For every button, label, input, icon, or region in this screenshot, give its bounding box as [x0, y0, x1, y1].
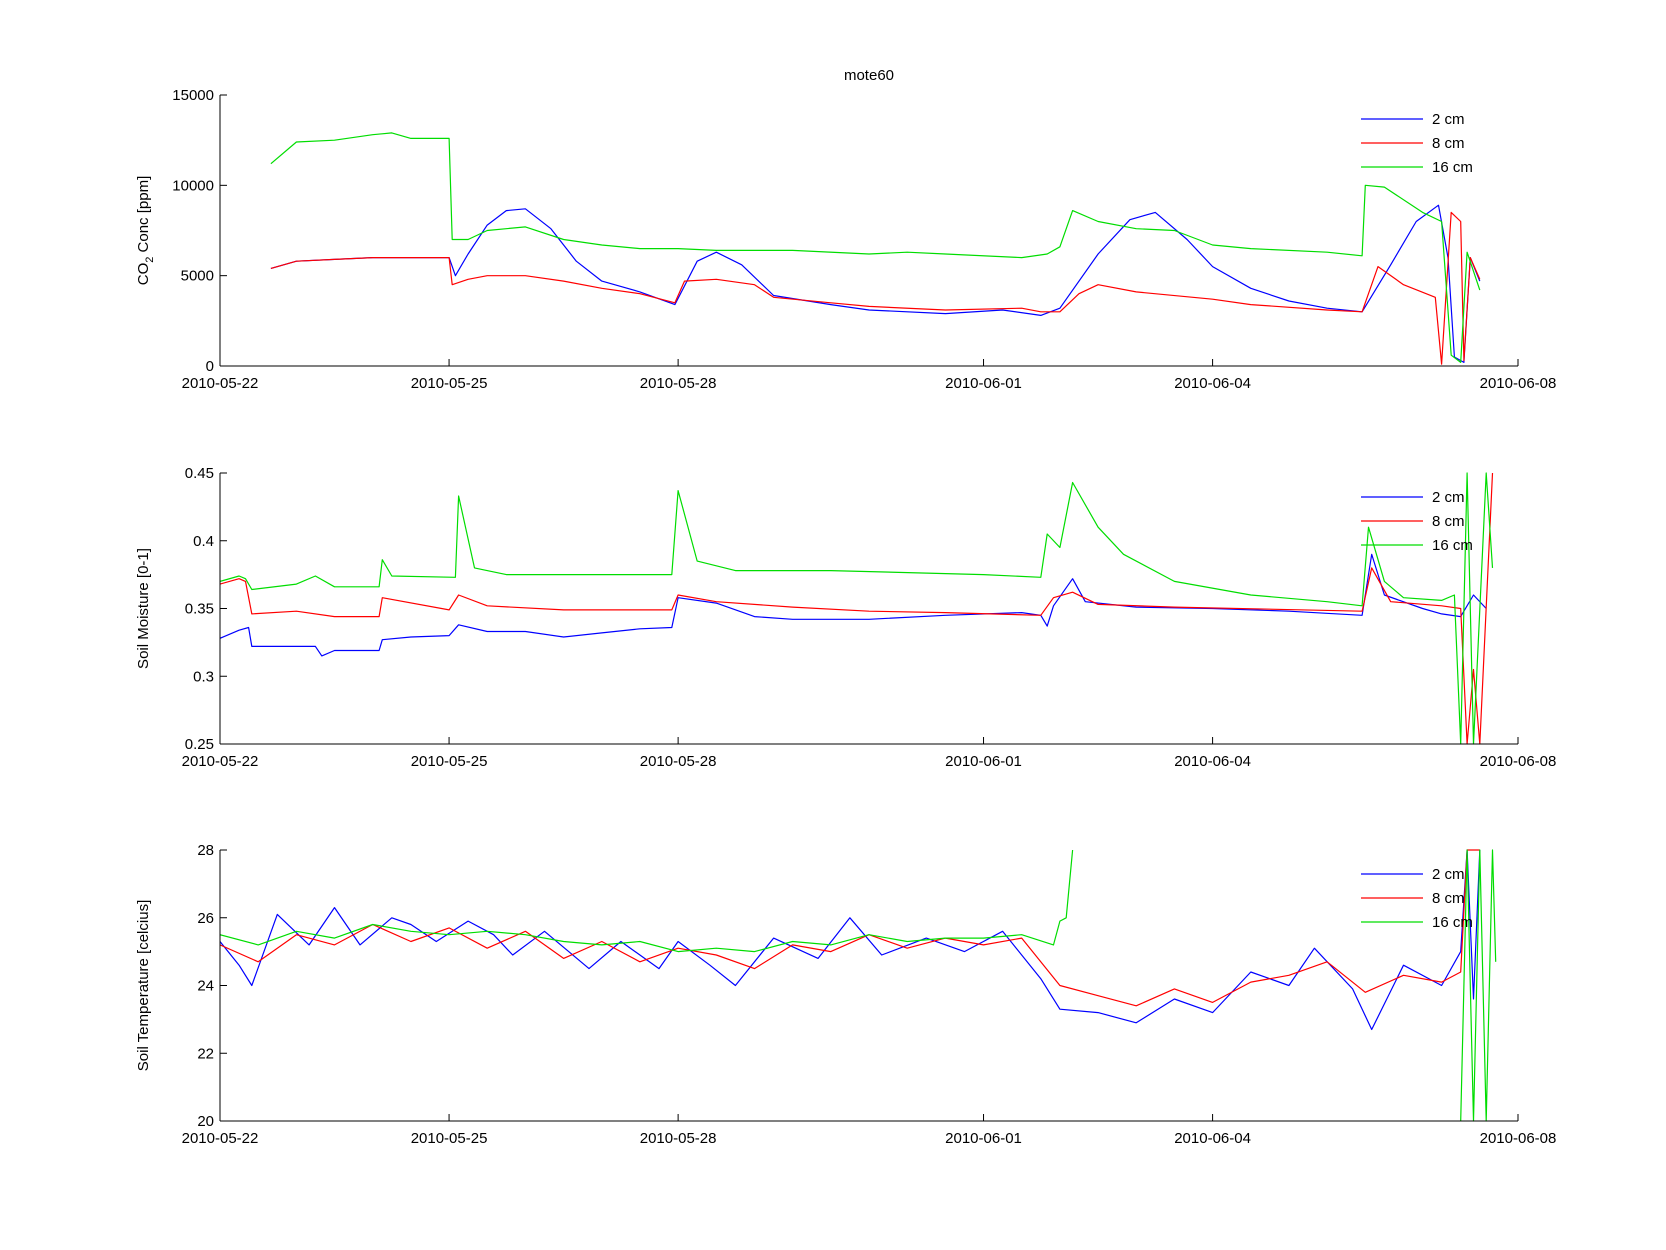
soil-moisture-x-tick-label: 2010-06-08 — [1480, 753, 1557, 770]
co2-x-tick-label: 2010-06-08 — [1480, 375, 1557, 392]
soil-temperature-x-tick-label: 2010-05-22 — [182, 1130, 259, 1147]
soil-temperature-x-tick-label: 2010-06-04 — [1174, 1130, 1251, 1147]
co2-y-tick-label: 0 — [206, 358, 214, 375]
soil-moisture-x-tick-label: 2010-06-01 — [945, 753, 1022, 770]
soil-temperature-series-16-cm-line — [220, 849, 1074, 953]
co2-label-main: CO — [135, 263, 152, 286]
co2-y-tick-label: 15000 — [172, 87, 214, 104]
soil-moisture-legend-label-8-cm: 8 cm — [1432, 513, 1465, 530]
co2-series-2-cm-line — [270, 204, 1481, 363]
soil-temperature-series-group — [220, 849, 1497, 1122]
soil-moisture-panel: 2010-05-22 2010-05-25 2010-05-28 2010-06-01… — [135, 465, 1556, 770]
soil-moisture-x-tick-label: 2010-05-22 — [182, 753, 259, 770]
soil-temperature-y-tick-label: 22 — [197, 1045, 214, 1062]
soil-moisture-y-tick-label: 0.45 — [185, 465, 214, 482]
co2-series-8-cm-line — [270, 211, 1481, 365]
soil-temperature-x-tick-label: 2010-05-28 — [640, 1130, 717, 1147]
soil-temperature-legend-label-2-cm: 2 cm — [1432, 866, 1465, 883]
soil-temperature-y-tick-label: 28 — [197, 842, 214, 859]
chart-title: mote60 — [844, 67, 894, 84]
soil-temperature-x-tick-label: 2010-06-08 — [1480, 1130, 1557, 1147]
soil-temperature-x-tick-label: 2010-05-25 — [411, 1130, 488, 1147]
soil-temperature-legend-label-8-cm: 8 cm — [1432, 890, 1465, 907]
co2-series-group — [270, 132, 1481, 365]
co2-label-subscript: 2 — [144, 257, 156, 263]
soil-moisture-y-tick-label: 0.25 — [185, 736, 214, 753]
soil-moisture-x-tick-label: 2010-05-25 — [411, 753, 488, 770]
soil-moisture-series-8-cm-line — [220, 472, 1494, 745]
soil-moisture-legend-label-2-cm: 2 cm — [1432, 489, 1465, 506]
co2-label-units: Conc [ppm] — [135, 176, 152, 257]
soil-moisture-series-16-cm-line — [220, 472, 1494, 745]
soil-moisture-y-tick-label: 0.35 — [185, 601, 214, 618]
soil-temperature-y-axis-label: Soil Temperature [celcius] — [135, 900, 152, 1071]
soil-moisture-y-axis-label: Soil Moisture [0-1] — [135, 548, 152, 669]
soil-temperature-series-8-cm-line — [220, 849, 1480, 1007]
soil-temperature-y-tick-label: 24 — [197, 978, 214, 995]
soil-moisture-y-tick-label: 0.3 — [193, 668, 214, 685]
soil-temperature-series-2-cm-line — [220, 849, 1481, 1031]
co2-x-tick-label: 2010-06-01 — [945, 375, 1022, 392]
soil-moisture-x-tick-label: 2010-05-28 — [640, 753, 717, 770]
soil-temperature-legend-label-16-cm: 16 cm — [1432, 914, 1473, 931]
soil-moisture-legend-label-16-cm: 16 cm — [1432, 537, 1473, 554]
co2-x-tick-label: 2010-05-28 — [640, 375, 717, 392]
co2-y-tick-label: 10000 — [172, 177, 214, 194]
soil-moisture-series-2-cm-line — [220, 553, 1487, 657]
co2-y-axis-label: CO2 Conc [ppm] — [135, 176, 156, 286]
co2-x-tick-label: 2010-05-22 — [182, 375, 259, 392]
soil-temperature-y-tick-label: 26 — [197, 910, 214, 927]
co2-y-tick-label: 5000 — [181, 268, 214, 285]
co2-legend-label-16-cm: 16 cm — [1432, 159, 1473, 176]
co2-legend-label-8-cm: 8 cm — [1432, 135, 1465, 152]
soil-moisture-y-tick-label: 0.4 — [193, 533, 214, 550]
soil-moisture-series-group — [220, 472, 1494, 745]
co2-legend-label-2-cm: 2 cm — [1432, 111, 1465, 128]
soil-temperature-y-tick-label: 20 — [197, 1113, 214, 1130]
co2-x-tick-label: 2010-06-04 — [1174, 375, 1251, 392]
co2-series-16-cm-line — [270, 132, 1481, 363]
co2-panel: 2010-05-22 2010-05-25 2010-05-28 2010-06-01… — [135, 67, 1556, 392]
soil-temperature-x-tick-label: 2010-06-01 — [945, 1130, 1022, 1147]
soil-temperature-series-16-cm-line — [1460, 849, 1497, 1122]
soil-temperature-panel: 2010-05-22 2010-05-25 2010-05-28 2010-06-01… — [135, 842, 1556, 1147]
co2-x-tick-label: 2010-05-25 — [411, 375, 488, 392]
soil-moisture-x-tick-label: 2010-06-04 — [1174, 753, 1251, 770]
